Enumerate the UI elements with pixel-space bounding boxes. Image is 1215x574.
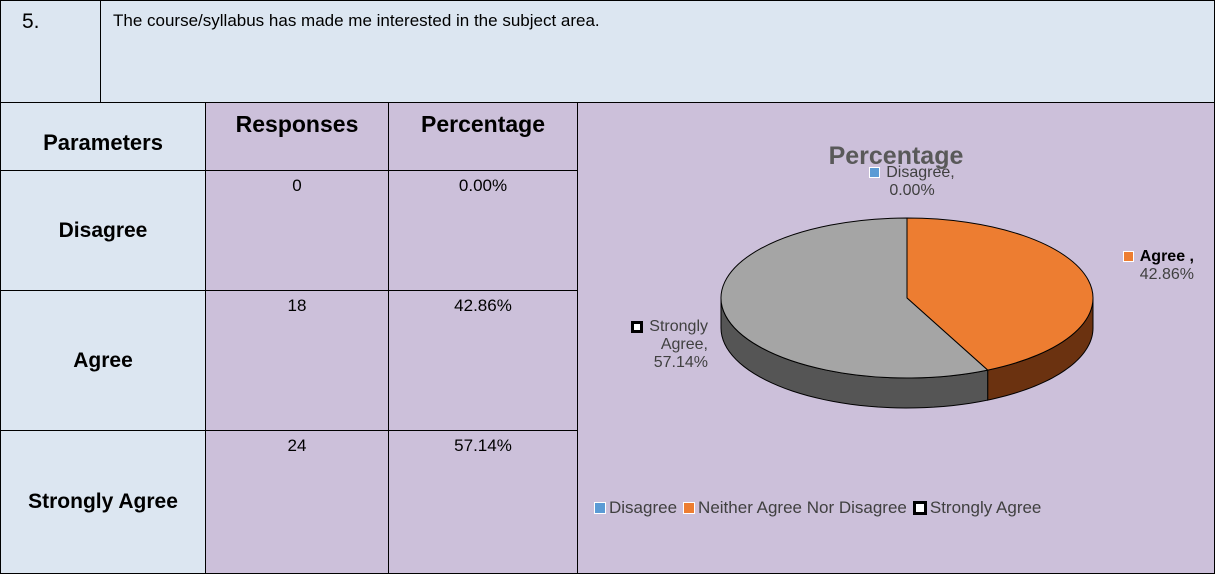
- pie-slice: [906, 217, 1094, 371]
- legend-marker: [594, 502, 606, 514]
- question-number: 5.: [22, 10, 40, 33]
- legend-marker: [912, 501, 927, 515]
- label-value: 57.14%: [653, 354, 708, 371]
- label-category: Disagree,: [886, 164, 955, 181]
- parameter: Strongly Agree: [28, 490, 178, 513]
- label-category: Strongly Agree,: [649, 318, 708, 353]
- pie-slice: [720, 217, 989, 379]
- label-value: 0.00%: [889, 182, 935, 199]
- data-label: Disagree, 0.00%: [852, 164, 972, 200]
- table-cell: [0, 290, 206, 431]
- table-value: 42.86%: [454, 296, 512, 315]
- label-value: 42.86%: [1139, 266, 1194, 283]
- table-value: 24: [287, 436, 307, 455]
- header-cell: [0, 102, 206, 171]
- table-cell: [0, 170, 206, 291]
- parameter: Agree: [73, 348, 133, 372]
- legend-marker: [683, 502, 696, 514]
- header-text: Percentage: [420, 111, 545, 137]
- table-cell: [388, 290, 578, 431]
- chart-title: Percentage: [828, 142, 964, 170]
- header-cell: [388, 102, 578, 171]
- table-cell: [205, 290, 389, 431]
- parameter: Disagree: [58, 218, 148, 242]
- table-value: 0.00%: [458, 176, 508, 195]
- header-text: Responses: [235, 111, 359, 137]
- data-label: Agree , 42.86%: [1098, 248, 1194, 284]
- label-marker: [631, 320, 644, 333]
- chart: [720, 217, 1094, 409]
- data-label: Strongly Agree, 57.14%: [604, 318, 708, 372]
- table-value: 18: [287, 296, 307, 315]
- label-marker: [1122, 251, 1134, 263]
- number-cell: [0, 0, 101, 103]
- table-value: 57.14%: [454, 436, 512, 455]
- legend-item: Disagree: [594, 498, 677, 518]
- question-cell: [100, 0, 1215, 103]
- legend-label: Neither Agree Nor Disagree: [698, 498, 907, 517]
- header-text: Parameters: [43, 130, 163, 155]
- legend-label: Disagree: [609, 498, 678, 517]
- legend-item: Neither Agree Nor Disagree: [683, 498, 907, 518]
- table-value: 0: [292, 176, 302, 195]
- label-category: Agree ,: [1139, 248, 1194, 265]
- table-cell: [205, 430, 389, 574]
- legend-label: Strongly Agree: [929, 498, 1042, 517]
- question-text: The course/syllabus has made me interest…: [113, 11, 600, 30]
- legend-item: Strongly Agree: [912, 498, 1042, 518]
- legend: Disagree Neither Agree Nor Disagree Strong…: [594, 498, 1041, 518]
- label-marker: [869, 167, 881, 179]
- table-cell: [388, 170, 578, 291]
